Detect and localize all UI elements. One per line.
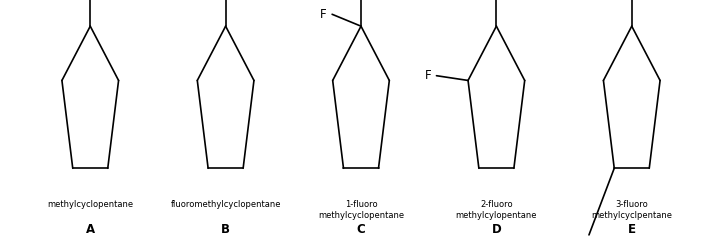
- Text: 3-fluoro
methylcyclpentane: 3-fluoro methylcyclpentane: [591, 200, 672, 220]
- Text: F: F: [320, 8, 326, 21]
- Text: F: F: [425, 69, 431, 82]
- Text: A: A: [86, 223, 95, 236]
- Text: fluoromethylcyclopentane: fluoromethylcyclopentane: [170, 200, 281, 209]
- Text: C: C: [357, 223, 365, 236]
- Text: 2-fluoro
methylcylopentane: 2-fluoro methylcylopentane: [456, 200, 537, 220]
- Text: B: B: [221, 223, 230, 236]
- Text: 1-fluoro
methylcyclopentane: 1-fluoro methylcyclopentane: [318, 200, 404, 220]
- Text: E: E: [627, 223, 636, 236]
- Text: D: D: [492, 223, 501, 236]
- Text: methylcyclopentane: methylcyclopentane: [47, 200, 134, 209]
